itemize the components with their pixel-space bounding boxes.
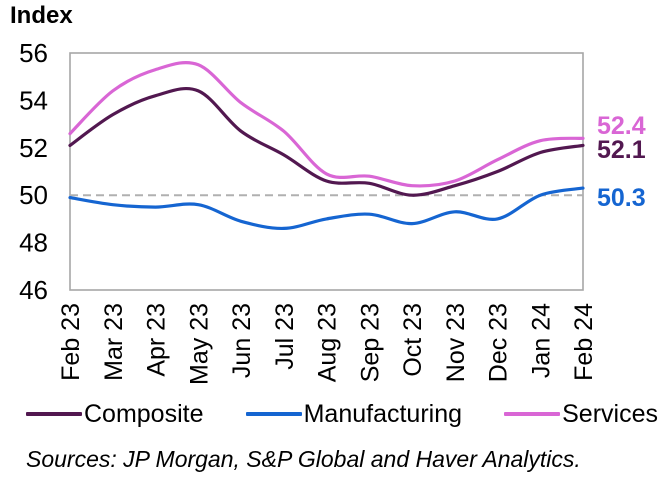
legend-label-manufacturing: Manufacturing xyxy=(303,399,463,428)
x-tick-label: Jun 23 xyxy=(228,303,256,378)
chart-title: Index xyxy=(10,2,73,29)
x-tick-label: May 23 xyxy=(185,303,213,385)
legend-item-manufacturing: Manufacturing xyxy=(245,399,463,429)
series-line-composite xyxy=(68,86,585,197)
x-tick-label: Mar 23 xyxy=(100,303,128,381)
y-tick-label: 50 xyxy=(19,180,48,210)
legend-label-services: Services xyxy=(562,399,658,428)
x-tick-label: Aug 23 xyxy=(314,303,342,382)
legend-item-services: Services xyxy=(504,400,658,429)
series-line-services xyxy=(68,61,585,188)
x-tick-label: Jul 23 xyxy=(271,303,299,370)
x-tick-label: Sep 23 xyxy=(356,303,384,382)
x-tick-label: Feb 23 xyxy=(57,303,85,381)
legend-swatch-composite xyxy=(26,412,82,416)
legend-label-composite: Composite xyxy=(84,399,204,428)
x-tick-label: Dec 23 xyxy=(485,303,513,382)
legend-item-composite: Composite xyxy=(26,400,204,429)
y-tick-label: 56 xyxy=(19,38,48,68)
legend-swatch-services xyxy=(504,412,561,416)
x-tick-label: Nov 23 xyxy=(442,303,470,382)
x-tick-label: Feb 24 xyxy=(570,303,598,381)
plot-frame xyxy=(69,52,584,291)
x-tick-label: Jan 24 xyxy=(527,303,555,378)
x-tick-label: Oct 23 xyxy=(399,303,427,377)
end-value-label-composite: 52.1 xyxy=(597,136,646,164)
source-note: Sources: JP Morgan, S&P Global and Haver… xyxy=(26,446,581,472)
end-value-label-manufacturing: 50.3 xyxy=(597,184,646,212)
y-tick-label: 46 xyxy=(19,275,48,305)
x-tick-label: Apr 23 xyxy=(143,303,171,377)
y-tick-label: 52 xyxy=(19,133,48,163)
end-value-label-services: 52.4 xyxy=(597,112,646,140)
y-tick-label: 54 xyxy=(19,85,48,115)
y-tick-label: 48 xyxy=(19,228,48,258)
legend-swatch-manufacturing xyxy=(245,412,302,416)
chart-legend: Composite Manufacturing Services xyxy=(26,400,658,428)
line-chart-canvas: 46 48 50 52 54 56 Feb 23 Mar 23 Apr 23 May 23 Jun … xyxy=(19,38,646,385)
series-line-manufacturing xyxy=(68,186,585,231)
